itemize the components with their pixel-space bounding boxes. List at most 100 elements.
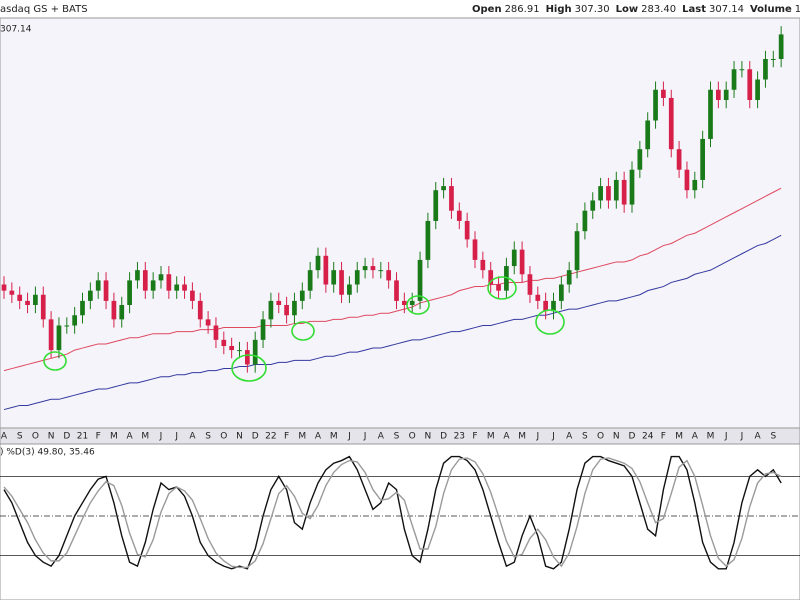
x-tick-label: J [724,432,728,442]
x-tick-label: M [487,432,495,442]
candle-body [252,339,258,365]
x-tick-label: S [17,432,23,442]
quote-value: 283.40 [641,4,676,15]
stochastic-label: ) %D(3) 49.80, 35.46 [0,448,95,458]
candle-body [95,280,101,291]
candle-body [386,270,392,281]
candle-body [747,69,753,100]
candle-body [25,300,30,305]
candle-body [354,270,360,285]
candle-body [229,346,235,351]
stochastic-line [3,457,782,569]
candle-body [33,294,38,305]
x-tick-label: 24 [642,432,654,442]
x-tick-label: S [394,432,400,442]
price-panel [0,17,800,429]
candle-body [213,325,219,340]
candle-body [323,255,329,285]
candle-body [260,319,266,340]
candle-body [80,300,85,316]
annotations [43,276,565,382]
candle-body [543,300,549,312]
x-tick-label: A [315,432,322,442]
candle-body [64,325,70,327]
candle-body [103,280,109,301]
candle-body [158,274,164,281]
x-tick-label: F [96,432,101,442]
candle-body [606,186,611,201]
candle-body [87,290,93,301]
x-tick-label: A [127,432,134,442]
candle-body [488,270,494,285]
candle-body [347,284,352,295]
candle-body [339,270,344,295]
candle-body [40,294,46,320]
x-tick-label: J [535,432,539,442]
candle-body [205,319,211,326]
candle-body [763,59,768,80]
candle-body [449,186,454,211]
candle-body [598,186,603,201]
candle-body [668,97,674,150]
highlight-circle [291,321,315,341]
candle-body [142,270,148,291]
candle-body [9,290,15,295]
candle-body [119,305,125,320]
x-tick-label: A [755,432,762,442]
candle-body [409,300,415,305]
candle-body [464,220,470,240]
x-tick-label: D [63,432,70,442]
candle-body [307,270,313,291]
candle-body [684,169,690,191]
candle-body [433,190,439,221]
candle-body [135,270,140,281]
candle-body [700,138,706,180]
quote-value: 11.4M [795,4,800,15]
stochastic-plot [0,455,800,570]
quote-bar: Open 286.91 High 307.30 Low 283.40 Last 307.14 V… [472,4,800,15]
x-tick-label: J [159,432,163,442]
x-tick-label: O [597,432,604,442]
candle-body [244,350,250,365]
x-tick-label: O [32,432,39,442]
x-tick-label: 21 [77,432,88,442]
candle-body [653,89,658,121]
header-bar [0,0,800,18]
candle-body [708,89,713,139]
candle-body [331,270,337,285]
candle-body [621,179,627,205]
x-tick-label: D [440,432,447,442]
x-tick-label: J [347,432,351,442]
candle-body [778,34,784,59]
candle-body [299,290,305,301]
candle-body [150,280,156,291]
quote-label: Low [616,4,638,15]
x-tick-label: M [298,432,306,442]
x-tick-label: S [770,432,776,442]
x-tick-label: M [518,432,526,442]
candle-body [755,79,760,100]
candle-body [174,284,180,291]
candle-body [456,210,462,221]
candle-body [370,266,376,271]
candle-body [566,270,572,285]
x-tick-label: D [252,432,259,442]
highlight-circle [231,354,267,382]
candle-body [723,89,729,100]
candle-body [519,249,525,275]
candle-body [739,69,745,71]
x-tick-label: J [551,432,555,442]
x-tick-label: 22 [265,432,276,442]
candle-body [731,69,737,90]
candle-body [417,259,423,301]
exchange-label: asdaq GS + BATS [0,4,88,15]
candle-body [590,200,596,211]
candle-body [661,89,666,98]
quote-label: Open [472,4,502,15]
x-tick-label: F [284,432,289,442]
x-tick-label: D [629,432,636,442]
candle-body [676,149,682,170]
stochastic-line [3,455,782,570]
candle-body [472,239,478,260]
